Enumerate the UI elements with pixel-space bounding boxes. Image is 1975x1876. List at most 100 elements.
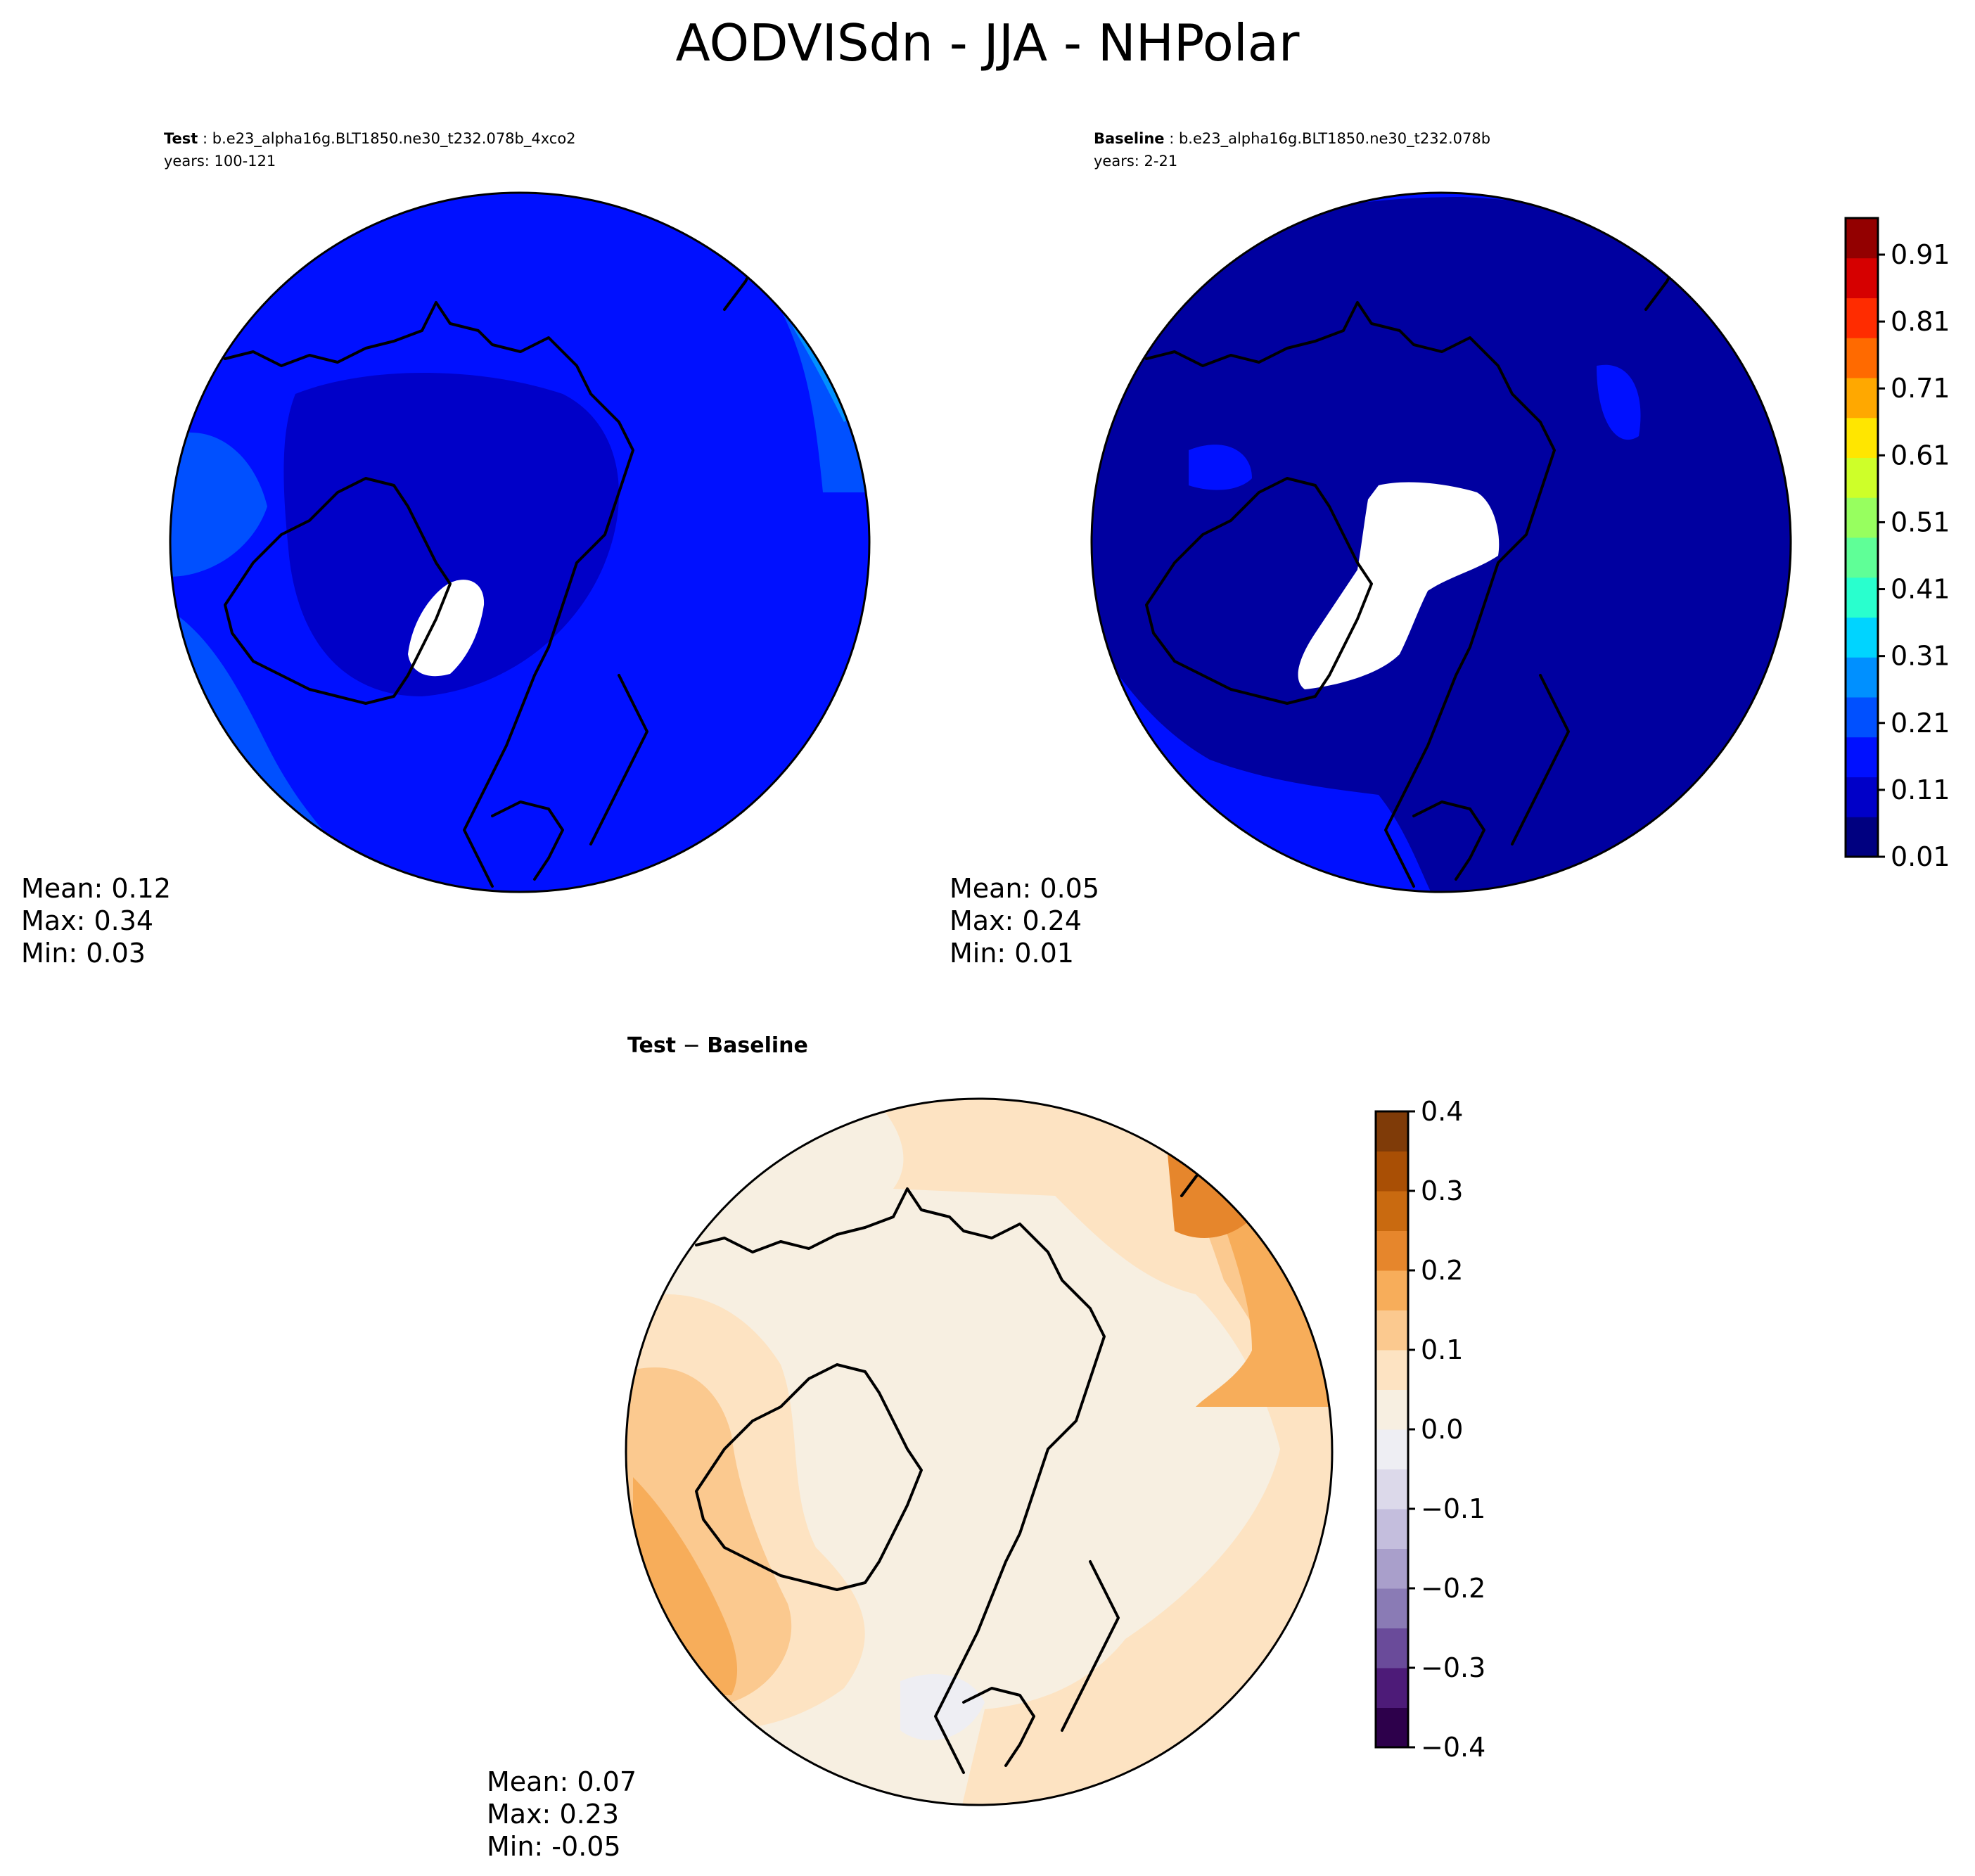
difference-colorbar-swatch [1376,1707,1408,1748]
test-map-boundary [169,191,871,893]
difference-colorbar-tick-label: 0.3 [1421,1175,1463,1206]
difference-coastline-kamchatka [1180,1124,1246,1197]
difference-colorbar-swatch [1376,1350,1408,1390]
difference-colorbar-tick-label: 0.2 [1421,1255,1463,1286]
difference-coastline-north-america [695,1363,923,1591]
difference-colorbar-swatch [1376,1310,1408,1351]
difference-title: Test − Baseline [627,1033,808,1058]
test-case-name: b.e23_alpha16g.BLT1850.ne30_t232.078b_4x… [212,130,576,148]
difference-colorbar-swatch [1376,1191,1408,1231]
difference-coastline-europe [962,1687,1035,1767]
difference-min: Min: -0.05 [487,1831,621,1862]
difference-colorbar-swatch [1376,1111,1408,1151]
test-coastline-europe [491,800,564,881]
difference-map-boundary [625,1097,1334,1806]
aod-colorbar-tick-label: 0.11 [1891,774,1950,805]
aod-colorbar-swatch [1846,497,1878,538]
baseline-panel-heading: Baseline : b.e23_alpha16g.BLT1850.ne30_t… [1094,130,1490,148]
baseline-coastline-eurasia [1145,301,1556,888]
test-mean: Mean: 0.12 [21,873,171,904]
aod-colorbar-swatch [1846,378,1878,419]
difference-colorbar-swatch [1376,1151,1408,1192]
panel-baseline: Baseline : b.e23_alpha16g.BLT1850.ne30_t… [950,130,1950,969]
baseline-field-spot-west [1189,445,1252,490]
difference-field-negative-spot [900,1674,985,1741]
aod-colorbar-swatch [1846,338,1878,378]
aod-colorbar-swatch [1846,777,1878,817]
aod-colorbar-tick-label: 0.91 [1891,239,1950,270]
test-coastline-eurasia [224,301,634,888]
baseline-colon: : [1165,130,1179,147]
test-field-max-southwest [170,717,232,816]
difference-colorbar-swatch [1376,1668,1408,1708]
aod-colorbar-swatch [1846,697,1878,738]
difference-colorbar-swatch [1376,1389,1408,1430]
baseline-coastline-north-america [1145,477,1373,705]
baseline-coastline-scandinavia [1511,674,1570,846]
difference-label-test: Test [627,1033,676,1058]
aod-colorbar-swatch [1846,298,1878,338]
difference-mean: Mean: 0.07 [487,1766,637,1797]
difference-colorbar-swatch [1376,1548,1408,1589]
baseline-map [1092,193,1791,892]
aod-colorbar-tick-label: 0.71 [1891,373,1950,404]
aod-colorbar-tick-label: 0.31 [1891,641,1950,672]
baseline-case-name: b.e23_alpha16g.BLT1850.ne30_t232.078b [1179,130,1490,148]
test-map [170,193,869,892]
test-max: Max: 0.34 [21,905,153,936]
difference-map [626,1099,1332,1805]
difference-field-max [1168,1154,1259,1238]
difference-colorbar-swatch [1376,1628,1408,1668]
baseline-coastline-europe [1412,800,1485,881]
baseline-field-spot-east [1597,364,1641,440]
difference-minus-sign: − [676,1033,707,1058]
difference-colorbar-tick-label: −0.3 [1421,1652,1485,1683]
baseline-years: years: 2-21 [1094,153,1177,170]
aod-colorbar-swatch [1846,817,1878,857]
baseline-max: Max: 0.24 [950,905,1082,936]
difference-colorbar-swatch [1376,1588,1408,1628]
difference-colorbar: 0.4 0.3 0.2 0.1 0.0 −0.1 −0.2 −0.3 −0.4 [1374,1096,1485,1763]
difference-colorbar-tick-label: 0.1 [1421,1334,1463,1365]
aod-colorbar-swatch [1846,537,1878,578]
difference-label-baseline: Baseline [707,1033,808,1058]
test-field-band-west [170,433,267,577]
test-colon: : [198,130,212,147]
baseline-label: Baseline [1094,130,1165,147]
aod-colorbar-swatch [1846,457,1878,498]
aod-colorbar-swatch [1846,257,1878,298]
aod-colorbar-tick-label: 0.21 [1891,708,1950,739]
difference-colorbar-tick-label: 0.0 [1421,1414,1463,1445]
difference-colorbar-tick-label: −0.4 [1421,1732,1485,1763]
baseline-mean: Mean: 0.05 [950,873,1099,904]
test-min: Min: 0.03 [21,938,146,969]
panel-difference: Test − Baseline Mean: 0.07 Ma [487,1033,1485,1862]
figure-title: AODVISdn - JJA - NHPolar [676,13,1300,72]
aod-colorbar-swatch [1846,657,1878,698]
aod-colorbar-tick-label: 0.61 [1891,440,1950,471]
aod-colorbar-swatch [1846,617,1878,658]
panel-test: Test : b.e23_alpha16g.BLT1850.ne30_t232.… [21,130,871,969]
difference-coastline-scandinavia [1061,1560,1120,1732]
test-coastline-scandinavia [589,674,648,846]
aod-colorbar-tick-label: 0.41 [1891,574,1950,605]
aod-colorbar-swatch [1846,736,1878,777]
test-label: Test [164,130,198,147]
test-coastline-north-america [224,477,452,705]
difference-colorbar-swatch [1376,1230,1408,1271]
difference-colorbar-tick-label: −0.1 [1421,1493,1485,1524]
aod-colorbar-swatch [1846,218,1878,259]
difference-coastline-eurasia [695,1187,1106,1774]
aod-colorbar-swatch [1846,417,1878,458]
aod-colorbar-tick-label: 0.51 [1891,506,1950,537]
aod-colorbar-tick-label: 0.01 [1891,841,1950,872]
difference-colorbar-tick-label: −0.2 [1421,1573,1485,1604]
difference-colorbar-swatch [1376,1270,1408,1310]
aod-colorbar-tick-label: 0.81 [1891,306,1950,337]
difference-max: Max: 0.23 [487,1799,619,1830]
difference-colorbar-swatch [1376,1429,1408,1469]
difference-colorbar-swatch [1376,1509,1408,1549]
aod-colorbar: 0.91 0.81 0.71 0.61 0.51 0.41 0.31 0.21 0.11 0.01 [1844,217,1950,872]
test-panel-heading: Test : b.e23_alpha16g.BLT1850.ne30_t232.… [164,130,576,148]
